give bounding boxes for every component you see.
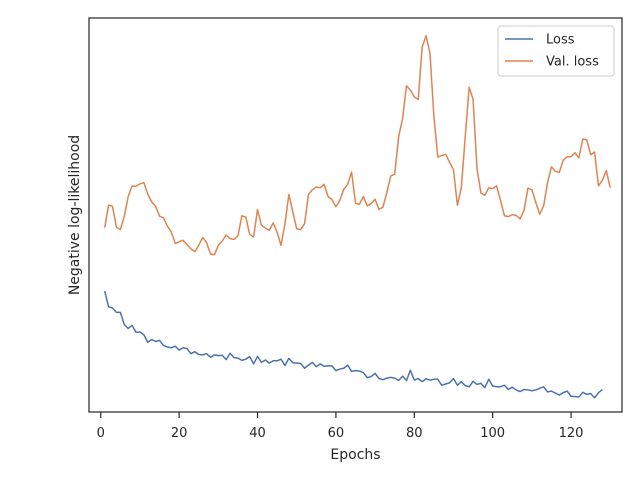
legend-label-loss: Loss xyxy=(546,33,575,48)
x-tick-label: 80 xyxy=(406,426,423,441)
x-tick-label: 120 xyxy=(559,426,584,441)
x-tick-label: 60 xyxy=(328,426,345,441)
y-axis-label: Negative log-likelihood xyxy=(67,135,83,295)
x-tick-label: 0 xyxy=(97,426,105,441)
series-line-loss xyxy=(103,290,603,399)
series-line-val-loss xyxy=(103,34,611,256)
x-axis: 0 20 40 60 80 100 120 xyxy=(97,412,584,441)
legend-label-val-loss: Val. loss xyxy=(546,55,599,70)
x-tick-label: 40 xyxy=(249,426,266,441)
series-layer xyxy=(103,34,611,399)
x-tick-label: 20 xyxy=(171,426,188,441)
x-axis-label: Epochs xyxy=(330,447,380,463)
x-tick-label: 100 xyxy=(480,426,505,441)
legend-items: Loss Val. loss xyxy=(505,33,599,70)
plot-frame xyxy=(88,17,623,413)
legend: Loss Val. loss xyxy=(497,25,615,77)
